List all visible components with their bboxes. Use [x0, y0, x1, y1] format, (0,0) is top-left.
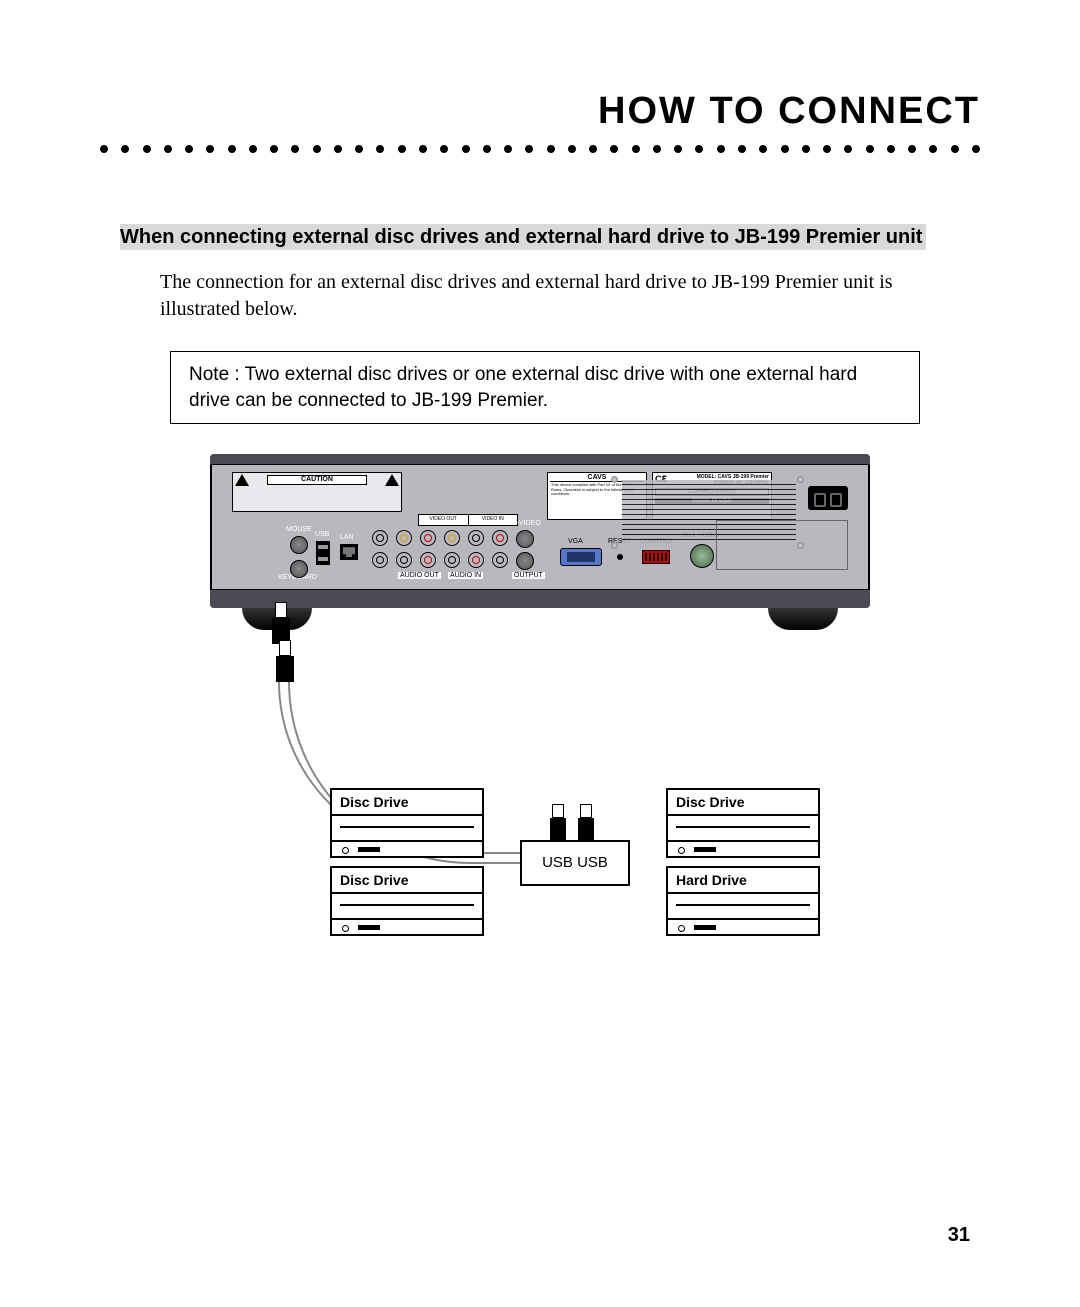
usb-plug-icon — [276, 640, 294, 680]
subheading-wrap: When connecting external disc drives and… — [100, 223, 980, 251]
drive-slot-icon — [668, 894, 818, 920]
connection-diagram: CAUTION CAVS This device complies with P… — [170, 454, 910, 974]
usb-hub-box: USB USB — [520, 840, 630, 886]
page-title: HOW TO CONNECT — [100, 90, 980, 133]
drive-buttons-icon — [332, 842, 482, 856]
hard-drive-box: Hard Drive — [666, 866, 820, 936]
drive-buttons-icon — [668, 842, 818, 856]
device-wrap: CAUTION CAVS This device complies with P… — [170, 454, 910, 974]
rca-port — [420, 552, 436, 568]
warning-icon — [235, 474, 249, 486]
rca-port — [396, 552, 412, 568]
disc-drive-box: Disc Drive — [330, 866, 484, 936]
rca-port — [468, 530, 484, 546]
svideo-label: S-VIDEO — [512, 520, 541, 527]
drive-label: Disc Drive — [332, 868, 482, 894]
audio-out-label: AUDIO OUT — [398, 572, 441, 579]
hub-plugs — [550, 804, 594, 840]
rca-port — [396, 530, 412, 546]
rca-port — [492, 552, 508, 568]
divider-dots — [100, 145, 980, 153]
audio-in-label: AUDIO IN — [448, 572, 483, 579]
rca-port — [444, 552, 460, 568]
subheading: When connecting external disc drives and… — [120, 224, 926, 250]
rca-port — [444, 530, 460, 546]
device-bottom-trim — [210, 589, 870, 608]
svideo-port — [516, 530, 534, 548]
control-port — [642, 550, 670, 564]
vga-port — [560, 548, 602, 566]
disc-drive-box: Disc Drive — [666, 788, 820, 858]
lan-label: LAN — [340, 534, 354, 541]
psu-block — [716, 520, 848, 570]
usb-plug-icon — [550, 804, 566, 840]
usb-plug-icon — [578, 804, 594, 840]
power-inlet — [808, 486, 848, 510]
note-box: Note : Two external disc drives or one e… — [170, 351, 920, 424]
device-top-trim — [210, 454, 870, 465]
device-foot-right — [768, 608, 838, 630]
video-out-label: VIDEO OUT — [419, 515, 469, 525]
mouse-port — [290, 536, 308, 554]
page-number: 31 — [948, 1224, 970, 1247]
vga-label: VGA — [568, 538, 583, 545]
screw-icon — [797, 476, 804, 483]
drive-label: Disc Drive — [668, 790, 818, 816]
usb-port-stack — [316, 541, 330, 565]
drive-label: Hard Drive — [668, 868, 818, 894]
usb-plug-icon — [272, 602, 290, 642]
manual-page: HOW TO CONNECT When connecting external … — [0, 0, 1080, 1307]
warning-icon — [385, 474, 399, 486]
drive-buttons-icon — [668, 920, 818, 934]
drive-label: Disc Drive — [332, 790, 482, 816]
drive-slot-icon — [668, 816, 818, 842]
screw-icon — [611, 542, 618, 549]
caution-label: CAUTION — [267, 475, 367, 485]
mouse-label: MOUSE — [286, 526, 312, 533]
caution-plate: CAUTION — [232, 472, 402, 512]
drive-slot-icon — [332, 816, 482, 842]
lan-port — [340, 544, 358, 560]
drive-buttons-icon — [332, 920, 482, 934]
rca-port — [468, 552, 484, 568]
video-in-label: VIDEO IN — [469, 515, 518, 525]
body-paragraph: The connection for an external disc driv… — [160, 269, 940, 323]
rca-port — [372, 530, 388, 546]
usb-label: USB — [315, 531, 329, 538]
rca-port — [420, 530, 436, 546]
rca-port — [492, 530, 508, 546]
output-port — [516, 552, 534, 570]
rca-port — [372, 552, 388, 568]
billcoin-port — [690, 544, 714, 568]
reset-button — [617, 554, 623, 560]
drive-slot-icon — [332, 894, 482, 920]
output-label: OUTPUT — [512, 572, 545, 579]
disc-drive-box: Disc Drive — [330, 788, 484, 858]
video-label-strip: VIDEO OUT VIDEO IN — [418, 514, 518, 526]
device-rear-panel: CAUTION CAVS This device complies with P… — [210, 454, 870, 608]
